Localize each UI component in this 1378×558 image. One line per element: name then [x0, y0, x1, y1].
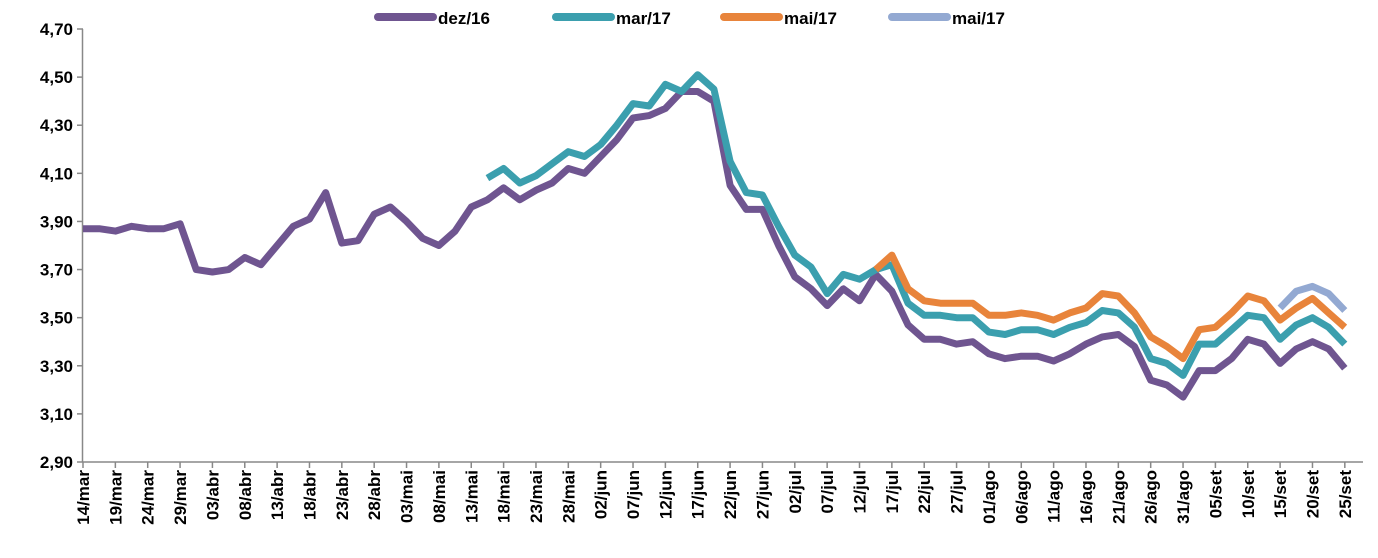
x-tick-label: 18/mai — [495, 470, 514, 523]
x-tick-label: 06/ago — [1012, 470, 1031, 524]
x-tick-label: 23/abr — [333, 470, 352, 520]
x-tick-label: 19/mar — [106, 470, 125, 525]
x-tick-label: 11/ago — [1045, 470, 1064, 523]
y-tick-label: 3,70 — [40, 261, 73, 280]
x-tick-label: 26/ago — [1142, 470, 1161, 524]
x-tick-label: 03/mai — [398, 470, 417, 523]
y-tick-label: 3,50 — [40, 309, 73, 328]
series-line — [873, 251, 1348, 363]
x-tick-label: 28/abr — [365, 470, 384, 520]
x-tick-label: 27/jun — [753, 470, 772, 519]
x-tick-label: 07/jul — [818, 470, 837, 513]
y-tick-label: 4,10 — [40, 164, 73, 183]
x-tick-label: 29/mar — [171, 470, 190, 525]
y-tick-label: 4,50 — [40, 68, 73, 87]
y-tick-label: 4,30 — [40, 116, 73, 135]
x-tick-label: 02/jun — [592, 470, 611, 519]
y-tick-label: 3,90 — [40, 212, 73, 231]
x-tick-label: 12/jul — [851, 470, 870, 513]
x-tick-label: 03/abr — [203, 470, 222, 520]
y-tick-label: 2,90 — [40, 453, 73, 472]
x-tick-label: 10/set — [1239, 470, 1258, 519]
y-tick-label: 3,30 — [40, 357, 73, 376]
series-line — [485, 71, 1348, 379]
x-tick-label: 05/set — [1206, 470, 1225, 519]
x-tick-label: 07/jun — [624, 470, 643, 519]
x-tick-label: 01/ago — [980, 470, 999, 524]
x-tick-label: 13/mai — [462, 470, 481, 523]
series-line — [83, 88, 1348, 401]
x-tick-label: 27/jul — [948, 470, 967, 513]
x-tick-label: 14/mar — [74, 470, 93, 525]
x-tick-label: 24/mar — [139, 470, 158, 525]
x-tick-label: 22/jul — [915, 470, 934, 513]
x-tick-label: 17/jun — [689, 470, 708, 519]
legend-label: mar/17 — [616, 9, 671, 28]
x-tick-label: 20/set — [1303, 470, 1322, 519]
x-tick-label: 31/ago — [1174, 470, 1193, 524]
y-tick-label: 4,70 — [40, 20, 73, 39]
x-tick-label: 18/abr — [300, 470, 319, 520]
x-tick-label: 08/mai — [430, 470, 449, 523]
x-tick-label: 15/set — [1271, 470, 1290, 519]
x-tick-label: 08/abr — [236, 470, 255, 520]
x-tick-label: 16/ago — [1077, 470, 1096, 524]
x-tick-label: 23/mai — [527, 470, 546, 523]
legend-label: mai/17 — [784, 9, 837, 28]
x-tick-label: 12/jun — [656, 470, 675, 519]
x-tick-label: 13/abr — [268, 470, 287, 520]
x-tick-label: 21/ago — [1109, 470, 1128, 524]
x-tick-label: 17/jul — [883, 470, 902, 513]
x-tick-label: 02/jul — [786, 470, 805, 513]
legend-label: mai/17 — [952, 9, 1005, 28]
x-tick-label: 28/mai — [559, 470, 578, 523]
y-tick-label: 3,10 — [40, 405, 73, 424]
legend-label: dez/16 — [438, 9, 490, 28]
x-tick-label: 25/set — [1336, 470, 1355, 519]
series-line — [1277, 282, 1348, 313]
x-tick-label: 22/jun — [721, 470, 740, 519]
